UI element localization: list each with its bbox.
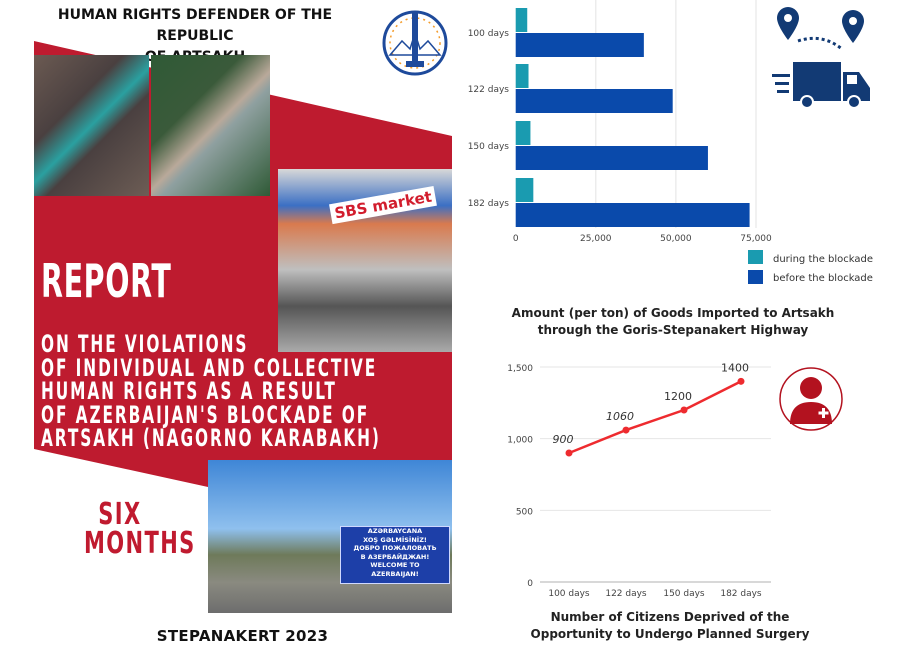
bar-during-the-blockade [515,64,529,88]
bar-before-the-blockade [515,33,644,57]
x-tick-label: 25,000 [580,234,612,244]
x-tick-label: 75,000 [740,234,772,244]
bar-before-the-blockade [515,146,708,170]
period-label: SIX MONTHS [83,497,196,561]
data-point [622,426,630,434]
medic-person-icon [779,367,843,431]
category-label: 100 days [468,29,510,39]
surgery-line-chart: 0 500 1,000 1,500 900 100 days 1060 122 days 120… [507,361,771,599]
data-point [737,377,745,385]
y-tick-label: 500 [516,507,533,517]
place-year: STEPANAKERT 2023 [156,627,329,645]
data-label: 1200 [664,390,692,403]
bar-chart-title: Amount (per ton) of Goods Imported to Ar… [511,306,835,337]
category-label: 182 days [468,199,510,209]
legend-label: during the blockade [773,254,873,265]
ombudsman-emblem-icon [382,10,448,76]
satellite-photo-before [34,55,149,196]
goods-import-bar-chart: 0 25,000 50,000 75,000 100 days 122 days 150 d… [468,0,873,284]
x-tick-label: 100 days [548,589,590,599]
category-label: 122 days [468,85,510,95]
y-tick-label: 0 [527,579,533,589]
category-label: 150 days [468,142,510,152]
x-tick-label: 122 days [605,589,647,599]
x-tick-label: 150 days [663,589,705,599]
legend-swatch [748,250,763,264]
report-heading: REPORT [41,254,172,308]
bar-during-the-blockade [515,8,528,32]
welcome-sign: AZƏRBAYCANA XOŞ GƏLMİSİNİZ! ДОБРО ПОЖАЛО… [340,526,450,584]
bar-before-the-blockade [515,203,750,227]
data-label: 1400 [721,361,749,374]
legend-label: before the blockade [773,273,873,284]
market-sign: SBS market [329,185,438,225]
line-chart-title: Number of Citizens Deprived of the Oppor… [530,610,810,641]
y-tick-label: 1,500 [507,364,533,374]
bar-during-the-blockade [515,178,534,202]
y-tick-label: 1,000 [507,436,533,446]
bar-before-the-blockade [515,89,673,113]
satellite-photo-after [151,55,270,196]
bar-during-the-blockade [515,121,531,145]
border-checkpoint-photo: AZƏRBAYCANA XOŞ GƏLMİSİNİZ! ДОБРО ПОЖАЛО… [208,460,452,613]
x-tick-label: 50,000 [660,234,692,244]
data-label: 1060 [606,410,634,423]
delivery-truck-icon [772,62,870,109]
market-queue-photo: SBS market [278,169,452,352]
data-label: 900 [553,433,574,446]
x-tick-label: 0 [513,234,519,244]
report-subtitle: ON THE VIOLATIONS OF INDIVIDUAL AND COLL… [41,330,381,452]
data-point [680,406,688,414]
data-point [565,449,573,457]
legend-swatch [748,270,763,284]
x-tick-label: 182 days [720,589,762,599]
map-pin-route-icon [777,7,864,51]
series-line [568,380,742,455]
